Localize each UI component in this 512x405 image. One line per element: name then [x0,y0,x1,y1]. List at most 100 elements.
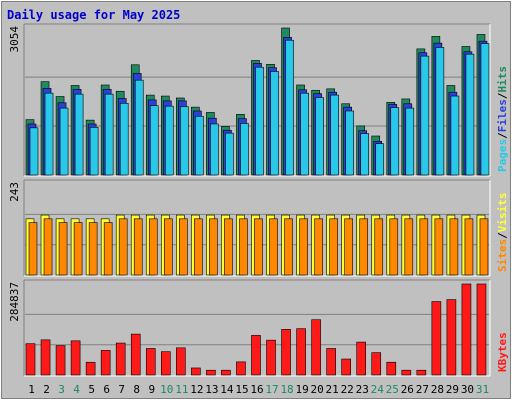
panel-bottom-bar-kbytes [386,361,397,376]
panel-bottom-bar-kbytes [341,358,351,376]
panel-bottom-max-label: 284837 [8,282,21,322]
panel-bottom-bar-kbytes [176,347,186,376]
panel-middle-bar-sites [103,222,113,276]
panel-top-bar-pages [465,53,475,176]
panel-bottom-bar-kbytes [431,301,442,376]
panel-bottom-bar-kbytes [85,361,96,376]
panel-bottom-bar-kbytes [130,333,141,376]
x-tick-label: 23 [356,383,369,396]
panel-bottom-bar-kbytes [236,361,246,376]
x-tick-label: 26 [401,383,414,396]
panel-middle-bar-sites [284,218,293,276]
x-tick-label: 9 [148,383,155,396]
panel-top-bar-pages [104,93,114,176]
panel-middle-bar-sites [329,218,338,276]
panel-middle-bar-sites [88,222,98,276]
panel-middle-bar-sites [209,218,218,276]
x-tick-label: 30 [461,383,474,396]
panel-top-bar-pages [480,43,490,176]
panel-bottom-bar-kbytes [281,329,291,376]
panel-top-legend-entry: / [496,92,509,99]
panel-middle-bar-sites [269,218,278,276]
panel-middle-bar-sites [344,218,353,276]
panel-bottom-bar-kbytes [371,352,382,376]
panel-bottom-bar-kbytes [145,348,156,376]
x-tick-label: 22 [341,383,354,396]
x-tick-label: 11 [175,383,188,396]
panel-bottom-bar-kbytes [401,369,412,376]
x-tick-label: 28 [431,383,444,396]
x-tick-label: 18 [280,383,293,396]
panel-middle-bar-sites [359,218,369,276]
panel-bottom-bar-kbytes [446,299,457,376]
x-tick-label: 4 [73,383,80,396]
x-tick-label: 19 [295,383,308,396]
panel-top-bar-pages [405,107,415,176]
panel-middle-bar-sites [58,222,68,276]
panel-middle-bar-sites [404,218,414,276]
panel-top-bar-pages [390,107,400,176]
x-tick-label: 3 [58,383,65,396]
panel-middle-bar-sites [194,218,203,276]
panel-bottom-bar-kbytes [476,283,487,376]
x-tick-label: 13 [205,383,218,396]
x-tick-label: 31 [476,383,489,396]
panel-top-bar-pages [210,123,219,176]
x-tick-label: 25 [386,383,399,396]
panel-top-bar-pages [315,97,324,176]
panel-bottom-bar-kbytes [191,367,201,376]
panel-top-bar-pages [74,93,84,176]
panel-top-bar-pages [420,55,430,176]
panel-top-bar-pages [225,132,234,176]
panel-middle: 243 Sites/Visits [8,179,509,277]
panel-top-bar-pages [180,106,189,176]
x-tick-label: 8 [133,383,140,396]
panel-bottom-bar-kbytes [326,348,336,376]
outer-bevel-dark [1,1,511,399]
panel-bottom-bar-kbytes [296,328,306,376]
panel-bottom-bar-kbytes [251,335,261,376]
x-tick-label: 27 [416,383,429,396]
x-tick-label: 10 [160,383,173,396]
panel-top-bar-pages [44,92,54,176]
panel-top-bar-pages [119,102,129,176]
panel-bottom-legend-entry: KBytes [496,332,509,372]
x-tick-label: 16 [250,383,263,396]
x-tick-label: 12 [190,383,203,396]
panel-middle-bar-sites [374,218,384,276]
panel-bottom-bar-kbytes [461,283,472,376]
panel-middle-bar-sites [148,218,158,276]
panel-bottom-bar-kbytes [55,345,66,376]
panel-top-bar-pages [29,127,39,176]
panel-middle-bar-sites [389,218,399,276]
panel-middle-bar-sites [133,218,143,276]
panel-middle-bar-sites [239,218,248,276]
panel-bottom-bar-kbytes [356,341,367,376]
panel-bottom-bar-kbytes [115,342,126,376]
panel-bottom-bar-kbytes [266,339,276,376]
panel-top-bar-pages [134,79,144,176]
panel-bottom-bar-kbytes [416,369,427,376]
panel-top-bar-pages [345,110,354,176]
panel-bottom-bar-kbytes [70,340,81,376]
panel-top-bar-pages [435,47,445,176]
x-tick-label: 1 [28,383,35,396]
panel-middle-legend-entry: Visits [496,193,509,233]
x-tick-label: 14 [220,383,234,396]
x-tick-label: 21 [326,383,339,396]
panel-middle-bar-sites [464,218,474,276]
x-tick-label: 7 [118,383,125,396]
panel-middle-bar-sites [419,218,429,276]
panel-bottom: 284837 KBytes [8,279,509,377]
x-tick-label: 5 [88,383,95,396]
panel-top-bar-pages [164,105,174,176]
chart-title: Daily usage for May 2025 [7,8,180,22]
panel-bottom-bar-kbytes [160,351,171,376]
panel-top-legend: Pages/Files/Hits [496,66,509,172]
panel-middle-bar-sites [73,222,83,276]
x-tick-label: 29 [446,383,459,396]
x-tick-label: 24 [371,383,385,396]
panel-top-bar-pages [270,71,279,176]
